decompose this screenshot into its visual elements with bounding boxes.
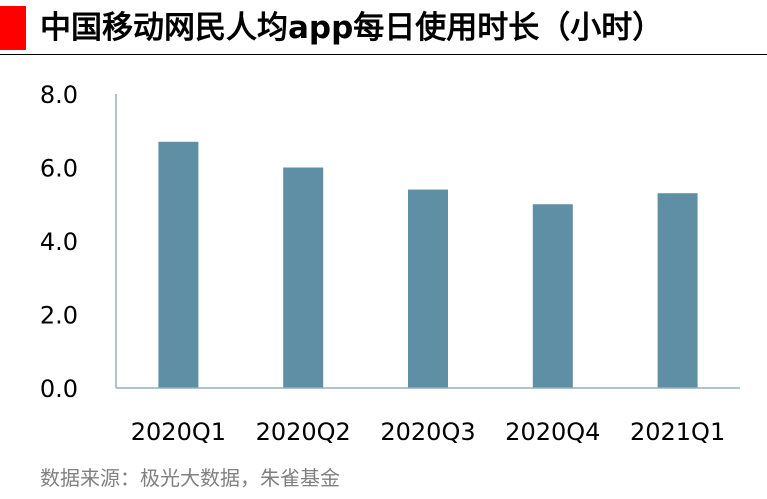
title-accent-block [0, 6, 26, 50]
y-axis-ticks: 0.0 2.0 4.0 6.0 8.0 [40, 81, 78, 403]
y-tick-label: 0.0 [40, 375, 78, 403]
x-tick-label: 2020Q2 [256, 418, 351, 446]
y-tick-label: 6.0 [40, 155, 78, 183]
source-note: 数据来源：极光大数据，朱雀基金 [40, 466, 340, 490]
x-tick-label: 2020Q3 [380, 418, 475, 446]
bar [408, 189, 448, 388]
chart-title: 中国移动网民人均app每日使用时长（小时） [40, 10, 664, 46]
bar [532, 204, 573, 388]
bar [158, 141, 199, 388]
y-tick-label: 2.0 [40, 302, 78, 330]
y-tick-label: 8.0 [40, 81, 78, 109]
header: 中国移动网民人均app每日使用时长（小时） [0, 0, 767, 58]
bars [158, 141, 698, 388]
x-tick-label: 2020Q4 [505, 418, 600, 446]
x-tick-label: 2020Q1 [131, 418, 226, 446]
x-tick-label: 2021Q1 [630, 418, 725, 446]
bar [283, 167, 324, 388]
x-axis-ticks: 2020Q1 2020Q2 2020Q3 2020Q4 2021Q1 [131, 418, 725, 446]
bar-chart: 0.0 2.0 4.0 6.0 8.0 2020Q1 2020Q2 2020Q3 2020Q4… [40, 81, 740, 446]
y-tick-label: 4.0 [40, 228, 78, 256]
bar [657, 193, 698, 388]
title-divider [0, 54, 767, 55]
